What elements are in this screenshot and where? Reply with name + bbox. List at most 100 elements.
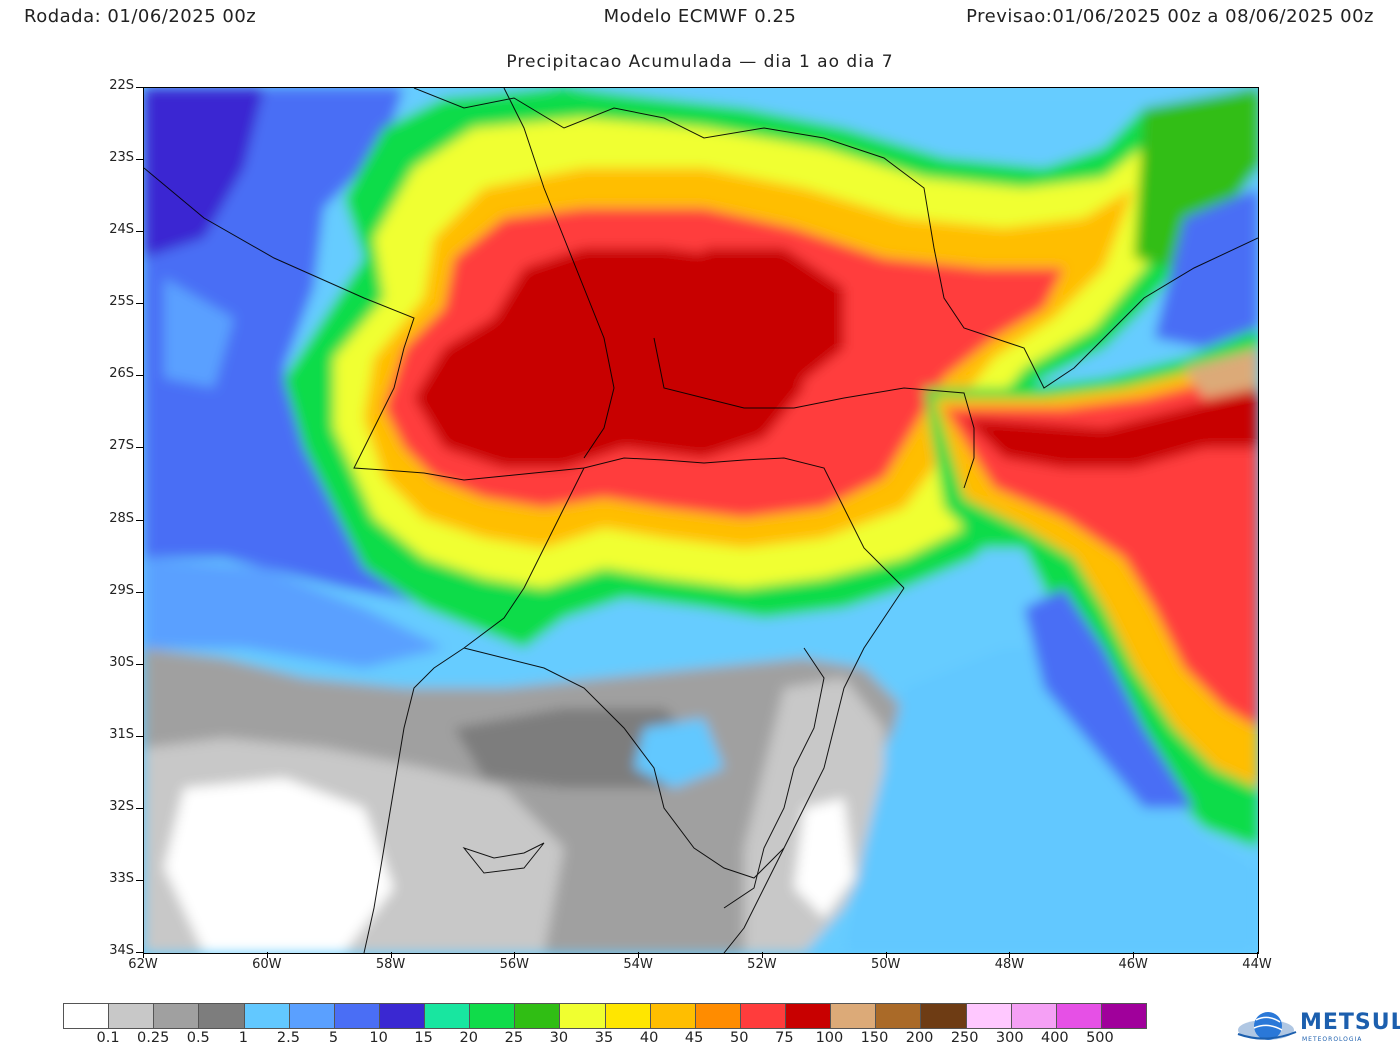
latitude-tick-label: 22S	[109, 78, 134, 93]
longitude-tick	[143, 952, 144, 958]
forecast-label: Previsao:	[966, 6, 1053, 27]
legend-swatch	[876, 1004, 922, 1028]
legend-label: 150	[860, 1030, 889, 1046]
latitude-tick	[136, 375, 143, 377]
metsul-logo: METSUL METEOROLOGIA	[1232, 1008, 1400, 1048]
longitude-tick	[638, 952, 640, 958]
longitude-tick-label: 44W	[1242, 957, 1272, 972]
latitude-tick	[136, 591, 143, 593]
run-value: 01/06/2025 00z	[107, 6, 257, 27]
legend-label: 5	[328, 1030, 339, 1046]
color-legend	[63, 1003, 1147, 1029]
legend-swatch	[695, 1004, 741, 1028]
legend-swatch	[1011, 1004, 1057, 1028]
latitude-tick	[136, 231, 143, 233]
legend-label: 200	[905, 1030, 934, 1046]
latitude-tick-label: 30S	[109, 654, 134, 670]
legend-label: 2.5	[276, 1030, 300, 1046]
latitude-tick	[136, 663, 143, 665]
precipitation-map	[143, 87, 1259, 954]
legend-swatch	[154, 1004, 200, 1028]
longitude-tick	[761, 952, 763, 958]
legend-swatch	[470, 1004, 516, 1028]
latitude-tick	[136, 519, 143, 521]
latitude-tick-label: 34S	[109, 943, 134, 958]
legend-swatch	[379, 1004, 425, 1028]
latitude-tick-label: 28S	[109, 510, 134, 526]
legend-swatch	[921, 1004, 967, 1028]
legend-swatch	[425, 1004, 471, 1028]
longitude-tick-label: 58W	[375, 957, 406, 972]
longitude-tick-label: 48W	[994, 957, 1025, 972]
legend-swatch	[605, 1004, 651, 1028]
legend-label: 50	[730, 1030, 749, 1046]
longitude-tick-label: 56W	[499, 957, 530, 972]
latitude-tick-label: 23S	[109, 150, 134, 166]
longitude-tick	[514, 952, 516, 958]
legend-label: 20	[459, 1030, 478, 1046]
latitude-tick	[136, 807, 143, 809]
latitude-tick	[136, 447, 143, 449]
legend-swatch	[560, 1004, 606, 1028]
legend-swatch	[831, 1004, 877, 1028]
longitude-tick	[1133, 952, 1135, 958]
legend-label: 250	[950, 1030, 979, 1046]
longitude-tick-label: 60W	[252, 957, 282, 972]
latitude-tick-label: 26S	[109, 366, 134, 382]
forecast-value: 01/06/2025 00z a 08/06/2025 00z	[1052, 6, 1374, 27]
latitude-tick-label: 27S	[109, 438, 134, 454]
latitude-tick-label: 29S	[109, 582, 134, 598]
precipitation-field	[144, 88, 1258, 953]
legend-label: 30	[549, 1030, 569, 1046]
legend-label: 35	[594, 1030, 614, 1046]
longitude-tick-label: 46W	[1118, 957, 1148, 972]
legend-label: 0.1	[96, 1030, 120, 1046]
logo-name: METSUL	[1300, 1010, 1400, 1035]
legend-label: 25	[504, 1030, 524, 1046]
latitude-tick-label: 32S	[109, 798, 134, 814]
legend-swatch	[786, 1004, 832, 1028]
legend-swatch	[966, 1004, 1012, 1028]
legend-label: 400	[1040, 1030, 1069, 1046]
legend-label: 10	[369, 1030, 388, 1046]
latitude-tick-label: 24S	[109, 222, 134, 238]
longitude-tick-label: 62W	[128, 957, 158, 972]
forecast-info: Previsao:01/06/2025 00z a 08/06/2025 00z	[966, 6, 1374, 27]
legend-label: 0.25	[137, 1030, 170, 1046]
legend-swatch	[515, 1004, 561, 1028]
run-info: Rodada: 01/06/2025 00z	[24, 6, 256, 27]
legend-swatch	[289, 1004, 335, 1028]
legend-swatch	[650, 1004, 696, 1028]
longitude-tick	[1257, 952, 1258, 958]
latitude-tick-label: 31S	[109, 726, 134, 742]
legend-swatch	[244, 1004, 290, 1028]
longitude-tick-label: 52W	[747, 957, 777, 972]
globe-icon	[1237, 1012, 1297, 1040]
legend-label: 1	[238, 1030, 248, 1046]
longitude-tick	[1009, 952, 1011, 958]
longitude-tick	[266, 952, 268, 958]
latitude-tick	[136, 879, 143, 881]
latitude-tick	[136, 159, 143, 161]
legend-label: 75	[775, 1030, 794, 1046]
longitude-tick-label: 50W	[870, 957, 901, 972]
model-title: Modelo ECMWF 0.25	[603, 6, 797, 27]
legend-swatch	[109, 1004, 155, 1028]
logo-subtitle: METEOROLOGIA	[1302, 1036, 1363, 1043]
legend-swatch	[740, 1004, 786, 1028]
latitude-tick	[136, 303, 143, 305]
latitude-tick	[136, 87, 143, 88]
legend-label: 15	[414, 1030, 433, 1046]
legend-label: 500	[1086, 1030, 1114, 1046]
latitude-tick-label: 25S	[109, 294, 134, 310]
legend-label: 100	[815, 1030, 844, 1046]
latitude-tick	[136, 735, 143, 737]
legend-swatch	[199, 1004, 245, 1028]
legend-label: 40	[639, 1030, 659, 1046]
legend-swatch	[1056, 1004, 1102, 1028]
legend-swatch	[64, 1004, 110, 1028]
latitude-tick-label: 33S	[109, 870, 134, 886]
legend-label: 45	[684, 1030, 704, 1046]
map-subtitle: Precipitacao Acumulada — dia 1 ao dia 7	[506, 52, 894, 72]
legend-swatch	[1101, 1004, 1146, 1028]
